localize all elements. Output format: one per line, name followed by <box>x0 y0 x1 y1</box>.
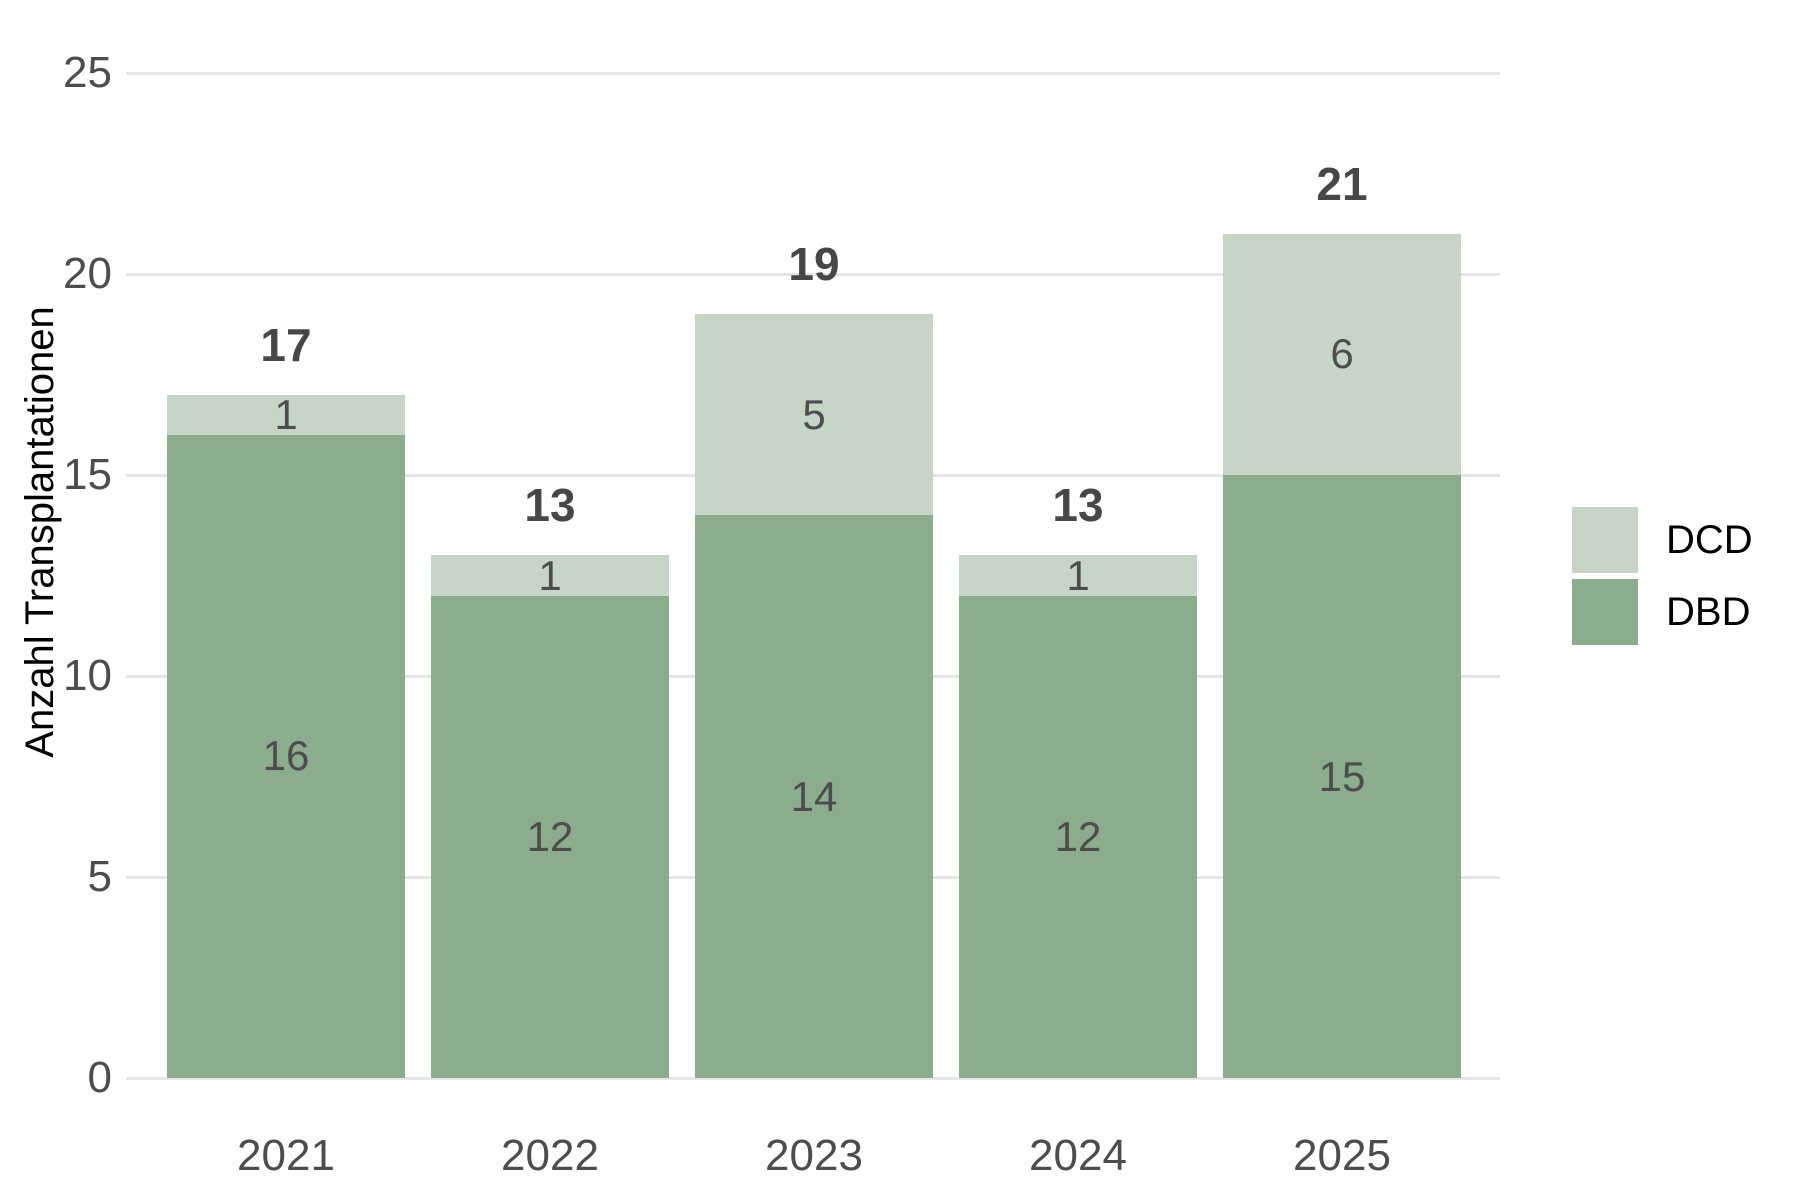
gridline-0 <box>126 1076 1500 1080</box>
x-tick-label-2023: 2023 <box>765 1131 863 1180</box>
total-label-2025: 21 <box>1316 157 1368 210</box>
segment-value-dbd-2023: 14 <box>790 772 838 820</box>
bar-segment-dbd-2025 <box>1223 475 1461 1078</box>
legend-label-dbd: DBD <box>1666 590 1751 634</box>
y-tick-label-0: 0 <box>87 1053 112 1102</box>
y-tick-label-25: 25 <box>63 48 112 97</box>
bar-segment-dbd-2024 <box>959 595 1197 1078</box>
segment-value-dcd-2023: 5 <box>802 390 826 438</box>
segment-value-dcd-2021: 1 <box>274 390 298 438</box>
y-tick-label-15: 15 <box>63 450 112 499</box>
x-tick-label-2024: 2024 <box>1029 1131 1127 1180</box>
bar-segment-dcd-2024 <box>959 555 1197 596</box>
x-tick-label-2025: 2025 <box>1293 1131 1391 1180</box>
y-tick-label-20: 20 <box>63 249 112 298</box>
segment-value-dbd-2022: 12 <box>526 812 574 860</box>
bar-segment-dcd-2023 <box>695 314 933 516</box>
x-tick-label-2021: 2021 <box>237 1131 335 1180</box>
x-tick-label-2022: 2022 <box>501 1131 599 1180</box>
segment-value-dbd-2025: 15 <box>1318 752 1366 800</box>
total-label-2022: 13 <box>524 479 576 532</box>
bar-segment-dbd-2023 <box>695 515 933 1078</box>
legend-label-dcd: DCD <box>1666 518 1753 562</box>
legend-swatch-dbd <box>1572 579 1638 645</box>
total-label-2023: 19 <box>788 238 840 291</box>
bar-segment-dcd-2022 <box>431 555 669 596</box>
gridline-20 <box>126 272 1500 276</box>
legend-entry-dbd: DBD <box>1572 579 1753 645</box>
bar-segment-dcd-2021 <box>167 394 405 435</box>
legend: DCD DBD <box>1572 507 1753 651</box>
bar-segment-dbd-2022 <box>431 595 669 1078</box>
legend-swatch-dcd <box>1572 507 1638 573</box>
total-label-2024: 13 <box>1052 479 1104 532</box>
bar-segment-dbd-2021 <box>167 434 405 1078</box>
bar-segment-dcd-2025 <box>1223 233 1461 475</box>
segment-value-dcd-2022: 1 <box>538 551 562 599</box>
y-tick-label-5: 5 <box>87 852 112 901</box>
gridline-25 <box>126 71 1500 75</box>
y-tick-label-10: 10 <box>63 651 112 700</box>
legend-entry-dcd: DCD <box>1572 507 1753 573</box>
segment-value-dcd-2025: 6 <box>1330 330 1354 378</box>
segment-value-dbd-2024: 12 <box>1054 812 1102 860</box>
segment-value-dbd-2021: 16 <box>262 732 310 780</box>
segment-value-dcd-2024: 1 <box>1066 551 1090 599</box>
y-axis-title: Anzahl Transplantationen <box>18 306 62 758</box>
total-label-2021: 17 <box>260 318 312 371</box>
